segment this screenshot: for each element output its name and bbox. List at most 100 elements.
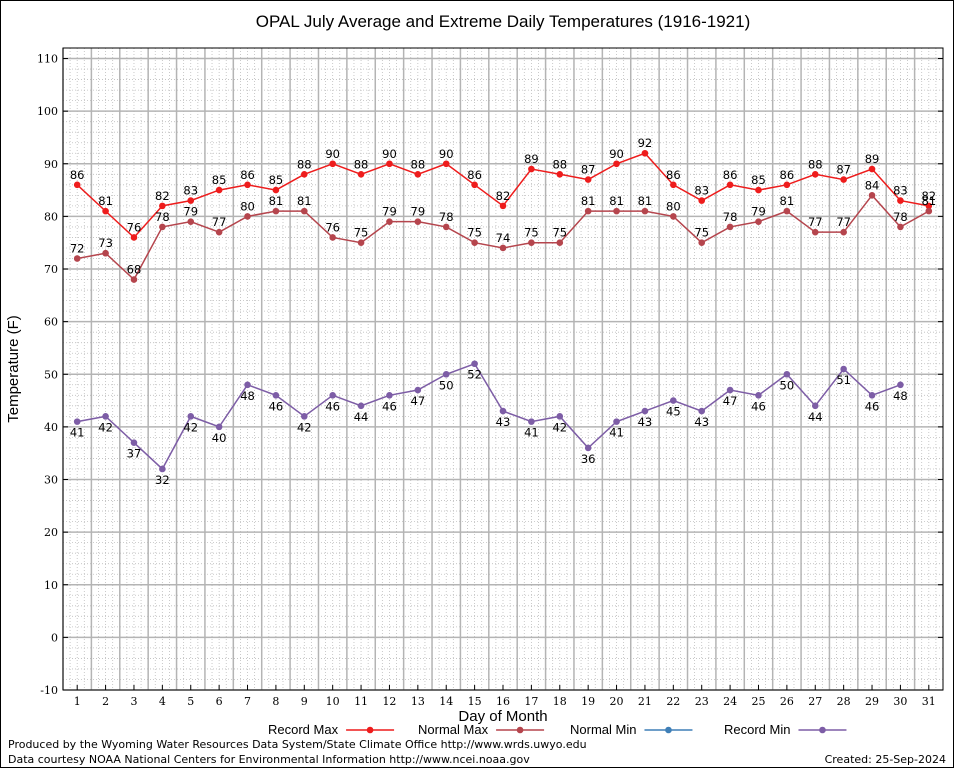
record-min-data-label: 41 [524,426,539,440]
record-max-data-label: 87 [581,163,596,177]
record-max-data-label: 87 [836,163,851,177]
record-max-data-label: 85 [751,173,766,187]
record-max-point [442,160,450,168]
normal-max-data-label: 81 [297,194,312,208]
x-tick-label: 6 [216,695,223,708]
record-max-data-label: 85 [269,173,284,187]
record-max-data-label: 86 [723,168,738,182]
record-min-line [77,362,901,471]
normal-max-point [414,218,422,225]
record-max-point [187,197,195,204]
record-max-point [868,165,876,173]
y-tick-label: 70 [44,263,58,276]
record-max-point [584,176,592,183]
record-min-point [130,439,138,446]
record-max-data-label: 88 [297,157,312,171]
record-max-data-label: 86 [666,168,681,182]
record-max-point [613,160,620,168]
normal-max-data-label: 78 [439,210,454,224]
record-max-point [641,149,649,157]
record-max-data-label: 89 [524,152,539,166]
normal-max-data-label: 75 [524,226,539,240]
record-max-point [499,202,507,210]
record-max-point [811,170,819,178]
record-max-legend-marker [366,726,374,734]
normal-max-data-label: 73 [98,236,113,250]
record-min-data-label: 48 [240,389,255,403]
record-max-data-label: 88 [552,157,567,171]
record-min-data-label: 43 [694,415,709,429]
x-tick-label: 20 [610,695,624,708]
normal-max-point [187,218,195,225]
record-max-data-label: 76 [127,220,142,234]
y-tick-label: 110 [37,53,58,66]
record-min-point [811,402,819,410]
record-max-point [215,186,223,194]
record-max-data-label: 82 [155,189,170,203]
record-max-legend-label: Record Max [268,722,339,737]
record-max-data-label: 88 [354,157,369,171]
record-max-data-label: 86 [240,168,255,182]
x-tick-label: 9 [301,695,308,708]
normal-max-point [755,218,762,225]
normal-max-data-label: 79 [751,205,766,219]
x-tick-label: 1 [74,695,81,708]
normal-max-point [897,223,904,231]
normal-max-point [556,239,564,247]
y-axis-label: Temperature (F) [5,315,22,423]
record-max-point [840,176,847,183]
normal-max-point [329,234,336,241]
normal-max-point [584,207,592,215]
record-min-point [244,381,251,389]
record-min-data-label: 46 [865,399,880,413]
normal-max-point [641,207,649,215]
normal-max-data-label: 84 [865,178,880,192]
record-min-data-label: 50 [439,378,454,392]
normal-max-data-label: 80 [666,199,681,213]
footer-created: Created: 25-Sep-2024 [824,753,946,766]
record-max-data-label: 92 [638,136,653,150]
normal-max-point [726,223,734,231]
y-tick-label: 40 [44,421,58,434]
record-min-data-label: 42 [183,420,198,434]
record-max-point [414,170,422,178]
x-tick-label: 16 [496,695,510,708]
normal-max-data-label: 77 [212,215,227,229]
normal-max-point [102,249,109,257]
record-max-point [925,202,933,210]
y-tick-label: 80 [44,210,58,223]
x-tick-label: 24 [723,695,737,708]
normal-max-data-label: 78 [893,210,908,224]
record-max-point [897,197,904,204]
record-max-point [386,160,393,168]
normal-max-point [272,207,280,215]
record-min-point [215,423,223,431]
record-max-data-label: 85 [212,173,227,187]
record-min-legend-label: Record Min [724,722,790,737]
normal-max-data-label: 81 [921,194,936,208]
x-tick-label: 10 [326,695,340,708]
record-min-data-label: 45 [666,405,681,419]
record-max-data-label: 88 [808,157,823,171]
normal-max-data-label: 81 [780,194,795,208]
record-max-point [300,170,308,178]
normal-max-point [528,239,535,247]
normal-max-data-label: 79 [183,205,198,219]
x-tick-label: 28 [837,695,851,708]
record-min-point [300,413,308,420]
record-max-data-label: 89 [865,152,880,166]
record-min-point [783,370,791,378]
x-tick-label: 25 [751,695,765,708]
record-min-point [868,392,876,399]
record-max-point [130,234,138,241]
x-tick-label: 2 [102,695,109,708]
record-max-point [726,181,734,189]
normal-max-data-label: 74 [496,231,511,245]
normal-max-data-label: 79 [411,205,426,219]
x-tick-label: 21 [638,695,652,708]
y-tick-label: 30 [44,474,58,487]
x-tick-label: 5 [187,695,194,708]
normal-max-data-label: 78 [155,210,170,224]
record-min-legend-marker [819,726,826,734]
record-max-data-label: 82 [496,189,511,203]
